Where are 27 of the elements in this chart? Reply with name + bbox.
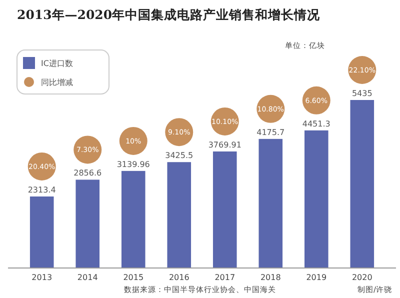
legend-label: IC进口数 <box>41 59 73 68</box>
data-label: 3769.91 <box>208 140 242 150</box>
x-tick-label: 2014 <box>77 273 98 282</box>
bar <box>258 138 283 268</box>
bar <box>350 100 374 268</box>
x-tick-label: 2016 <box>168 273 190 282</box>
x-tick-label: 2013 <box>32 273 52 282</box>
bar <box>30 196 54 268</box>
x-tick-label: 2020 <box>352 273 372 282</box>
data-label: 2313.4 <box>28 185 56 194</box>
data-label: 2856.6 <box>74 168 102 178</box>
bar <box>76 180 100 268</box>
bar <box>121 170 146 268</box>
x-tick-label: 2017 <box>214 273 236 282</box>
legend-title: 同比增减 <box>41 78 73 87</box>
chart-title: 2013年—2020年中国集成电路产业销售和增长情况 <box>17 7 322 22</box>
x-tick-label: 2015 <box>123 273 144 282</box>
data-label: 5435 <box>352 89 372 98</box>
x-tick-label: 2019 <box>306 273 327 282</box>
data-label: 3139.96 <box>116 160 150 169</box>
data-label: 4175.7 <box>256 128 285 137</box>
bar <box>212 151 237 268</box>
bar <box>304 130 328 268</box>
x-tick-label: 2018 <box>260 273 281 282</box>
data-label: 3425.5 <box>165 151 194 160</box>
data-label: 4451.3 <box>302 119 330 128</box>
bar <box>167 162 192 268</box>
